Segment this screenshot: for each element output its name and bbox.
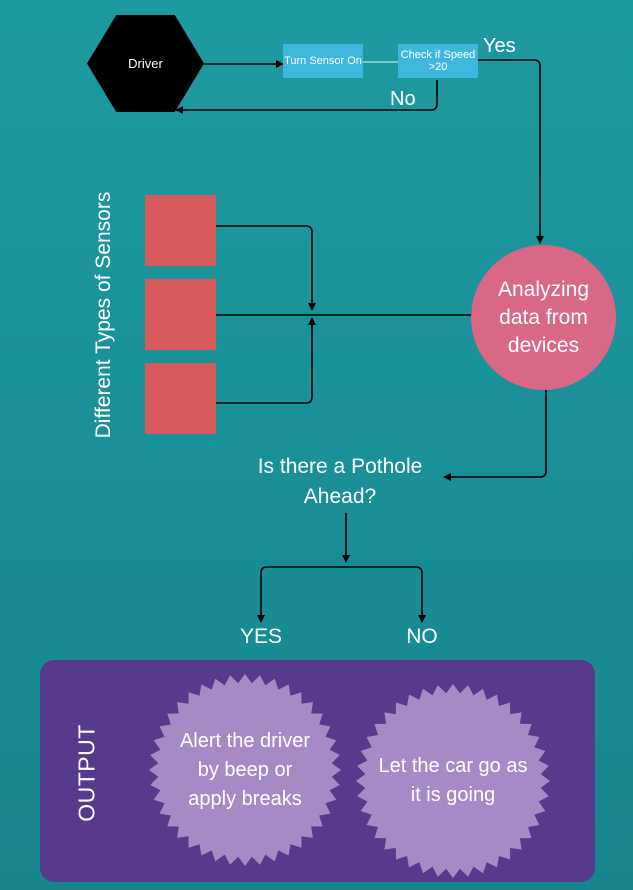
sensor-box-2 (145, 279, 216, 350)
turn-sensor-on-box: Turn Sensor On (283, 44, 363, 78)
analyzing-text: Analyzing data from devices (497, 277, 590, 357)
sensor-box-1 (145, 195, 216, 266)
branch-yes-label: YES (239, 625, 283, 648)
yes-label: Yes (483, 35, 516, 57)
output-no-text: Let the car go as it is going (378, 755, 528, 806)
arrow-branch-yes (257, 566, 346, 623)
output-yes-text: Alert the driver by beep or apply breaks (179, 729, 311, 810)
sensor-box-3 (145, 363, 216, 434)
branch-no-label: NO (406, 625, 438, 648)
arrow-analyze-to-question (443, 390, 547, 481)
line-sensor-1 (216, 225, 316, 311)
no-label: No (390, 88, 416, 110)
output-no-burst: Let the car go as it is going (355, 683, 551, 879)
arrow-yes-to-analyze (478, 59, 544, 244)
line-sensor-3 (216, 317, 316, 404)
check-speed-box: Check if Speed >20 (398, 44, 478, 78)
pothole-question: Is there a Pothole Ahead? (257, 455, 423, 508)
output-label: OUTPUT (73, 724, 100, 822)
output-yes-burst: Alert the driver by beep or apply breaks (148, 673, 342, 867)
analyzing-node: Analyzing data from devices (471, 245, 616, 390)
output-yes-burst-shape (149, 674, 341, 866)
output-no-burst-shape (356, 684, 550, 878)
arrow-no-to-driver (175, 80, 438, 114)
sensors-label: Different Types of Sensors (92, 191, 115, 439)
arrow-branch-no (346, 566, 426, 623)
